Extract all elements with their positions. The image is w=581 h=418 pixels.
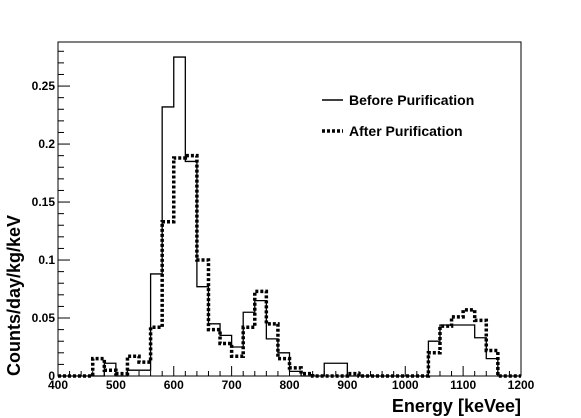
series-layer	[58, 56, 521, 378]
x-tick-label: 400	[48, 378, 68, 392]
legend: Before Purification After Purification	[322, 92, 474, 139]
x-tick-label: 900	[337, 378, 357, 392]
x-tick-label: 800	[279, 378, 299, 392]
series-after-purification	[58, 153, 521, 378]
y-axis-ticks	[58, 50, 70, 377]
legend-label-after: After Purification	[349, 123, 463, 139]
x-tick-label: 1200	[508, 378, 535, 392]
y-tick-label: 0.25	[32, 79, 56, 93]
y-tick-label: 0	[48, 369, 55, 383]
y-axis-title: Counts/day/kg/keV	[4, 215, 24, 376]
x-tick-label: 600	[164, 378, 184, 392]
x-tick-label: 500	[106, 378, 126, 392]
x-tick-label: 1100	[450, 378, 476, 392]
x-tick-label: 1000	[392, 378, 419, 392]
legend-label-before: Before Purification	[349, 92, 474, 108]
series-before-purification	[58, 56, 521, 377]
y-tick-label: 0.2	[38, 137, 55, 151]
y-tick-label: 0.1	[38, 253, 55, 267]
x-axis-title: Energy [keVee]	[392, 396, 521, 416]
y-tick-label: 0.15	[32, 195, 56, 209]
x-tick-label: 700	[222, 378, 242, 392]
y-tick-label: 0.05	[32, 311, 56, 325]
x-axis-tick-labels: 400 500 600 700 800 900 1000 1100 1200	[48, 378, 535, 392]
y-axis-tick-labels: 0 0.05 0.1 0.15 0.2 0.25	[32, 79, 56, 383]
